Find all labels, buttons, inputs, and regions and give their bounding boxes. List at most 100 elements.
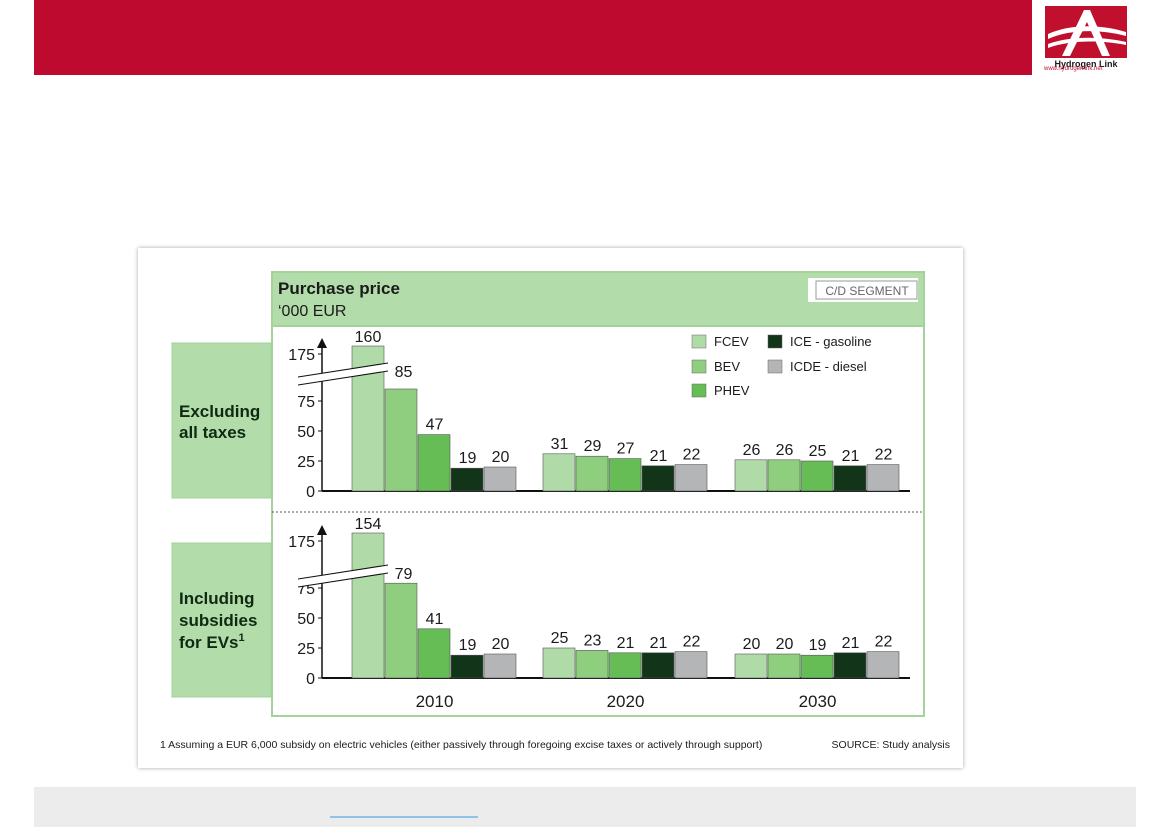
- footnote: 1 Assuming a EUR 6,000 subsidy on electr…: [160, 739, 762, 751]
- bar-excluding-2020-1: [575, 455, 609, 492]
- bar-excluding-2030-2: [800, 460, 834, 492]
- bar-excluding-2010-4: [483, 466, 517, 492]
- legend-swatch-4: [767, 359, 783, 374]
- value-label-excluding-2010-1: 85: [395, 364, 413, 381]
- bar-including-2010-3: [450, 654, 484, 679]
- chart-subtitle: ‘000 EUR: [278, 303, 346, 320]
- bar-including-2030-0: [734, 653, 768, 679]
- bar-including-2030-2: [800, 654, 834, 679]
- value-label-including-2020-1: 23: [584, 632, 602, 649]
- value-label-including-2030-0: 20: [743, 636, 761, 653]
- value-label-excluding-2010-3: 19: [459, 450, 477, 467]
- legend-swatch-0: [691, 334, 707, 349]
- bar-excluding-2030-3: [833, 465, 867, 492]
- legend-label-2: PHEV: [714, 383, 750, 398]
- legend-label-3: ICE - gasoline: [790, 334, 872, 349]
- footer-bar: [34, 787, 1136, 827]
- value-label-including-2010-3: 19: [459, 637, 477, 654]
- bar-excluding-2020-0: [542, 453, 576, 492]
- value-label-including-2020-2: 21: [617, 635, 635, 652]
- bar-excluding-2030-0: [734, 459, 768, 492]
- y-tick-including-4: 175: [288, 534, 315, 551]
- logo-url: www.hydrogenlink.net: [1044, 66, 1103, 72]
- y-tick-excluding-2: 50: [297, 424, 315, 441]
- bar-excluding-2020-3: [641, 465, 675, 492]
- panel-label-excluding-0: Excluding: [179, 402, 260, 421]
- value-label-including-2030-4: 22: [875, 634, 893, 651]
- value-label-including-2020-3: 21: [650, 635, 668, 652]
- bar-including-2020-3: [641, 652, 675, 679]
- footer-link[interactable]: [330, 816, 478, 818]
- y-tick-including-0: 0: [306, 671, 315, 688]
- value-label-excluding-2010-0: 160: [355, 329, 382, 346]
- value-label-excluding-2030-0: 26: [743, 442, 761, 459]
- legend-swatch-1: [691, 359, 707, 374]
- category-label-2020: 2020: [607, 692, 645, 711]
- y-tick-excluding-4: 175: [288, 347, 315, 364]
- source-note: SOURCE: Study analysis: [832, 739, 950, 751]
- legend-label-0: FCEV: [714, 334, 749, 349]
- value-label-including-2030-2: 19: [809, 637, 827, 654]
- y-tick-excluding-1: 25: [297, 454, 315, 471]
- value-label-including-2030-1: 20: [776, 636, 794, 653]
- y-tick-including-2: 50: [297, 611, 315, 628]
- value-label-including-2010-2: 41: [426, 611, 444, 628]
- chart-title: Purchase price: [278, 279, 400, 298]
- segment-label: C/D SEGMENT: [825, 284, 909, 298]
- bar-excluding-2030-1: [767, 459, 801, 492]
- legend-swatch-3: [767, 334, 783, 349]
- panel-label-excluding-1: all taxes: [179, 423, 246, 442]
- category-label-2030: 2030: [799, 692, 837, 711]
- bar-excluding-2020-4: [674, 464, 708, 492]
- value-label-including-2010-1: 79: [395, 566, 413, 583]
- value-label-excluding-2030-1: 26: [776, 442, 794, 459]
- legend-label-4: ICDE - diesel: [790, 359, 867, 374]
- value-label-excluding-2020-2: 27: [617, 441, 635, 458]
- bar-including-2020-2: [608, 652, 642, 679]
- bar-excluding-2030-4: [866, 464, 900, 492]
- panel-excluding: 0 25 50 75 175 160 31 26 85 29 26 47 27 25 19 21 21 20 22 2…: [288, 329, 910, 501]
- value-label-excluding-2030-3: 21: [842, 448, 860, 465]
- bar-including-2020-1: [575, 650, 609, 679]
- value-label-including-2020-4: 22: [683, 634, 701, 651]
- value-label-including-2020-0: 25: [551, 630, 569, 647]
- bar-including-2030-1: [767, 653, 801, 679]
- y-tick-including-1: 25: [297, 641, 315, 658]
- y-axis-arrow-excluding: [317, 338, 327, 348]
- bar-including-2010-0: [351, 532, 385, 679]
- bar-including-2020-0: [542, 647, 576, 679]
- bar-including-2010-4: [483, 653, 517, 679]
- y-tick-excluding-3: 75: [297, 394, 315, 411]
- axis-break-including: [297, 564, 389, 588]
- value-label-excluding-2010-2: 47: [426, 417, 444, 434]
- y-tick-excluding-0: 0: [306, 484, 315, 501]
- value-label-including-2010-0: 154: [355, 516, 382, 533]
- category-label-2010: 2010: [416, 692, 454, 711]
- panel-label-including-0: Including: [179, 589, 255, 608]
- panel-label-including-2: for EVs1: [179, 632, 245, 652]
- panel-label-including-1: subsidies: [179, 611, 257, 630]
- panel-label-box-including: [171, 542, 272, 698]
- bar-excluding-2020-2: [608, 458, 642, 492]
- value-label-excluding-2020-0: 31: [551, 436, 569, 453]
- legend-swatch-2: [691, 383, 707, 398]
- value-label-excluding-2020-4: 22: [683, 447, 701, 464]
- logo-text: Hydrogen Link: [1054, 59, 1118, 69]
- header-bar: [34, 0, 1032, 75]
- legend-label-1: BEV: [714, 359, 740, 374]
- value-label-including-2030-3: 21: [842, 635, 860, 652]
- value-label-excluding-2010-4: 20: [492, 449, 510, 466]
- value-label-excluding-2020-1: 29: [584, 438, 602, 455]
- bar-including-2030-3: [833, 652, 867, 679]
- y-axis-arrow-including: [317, 525, 327, 535]
- hydrogen-link-logo: Hydrogen Link: [1040, 4, 1132, 74]
- bar-excluding-2010-1: [384, 388, 418, 492]
- bar-including-2010-2: [417, 628, 451, 679]
- value-label-including-2010-4: 20: [492, 636, 510, 653]
- bar-including-2030-4: [866, 651, 900, 679]
- value-label-excluding-2020-3: 21: [650, 448, 668, 465]
- value-label-excluding-2030-4: 22: [875, 447, 893, 464]
- panel-label-box-excluding: [171, 342, 272, 499]
